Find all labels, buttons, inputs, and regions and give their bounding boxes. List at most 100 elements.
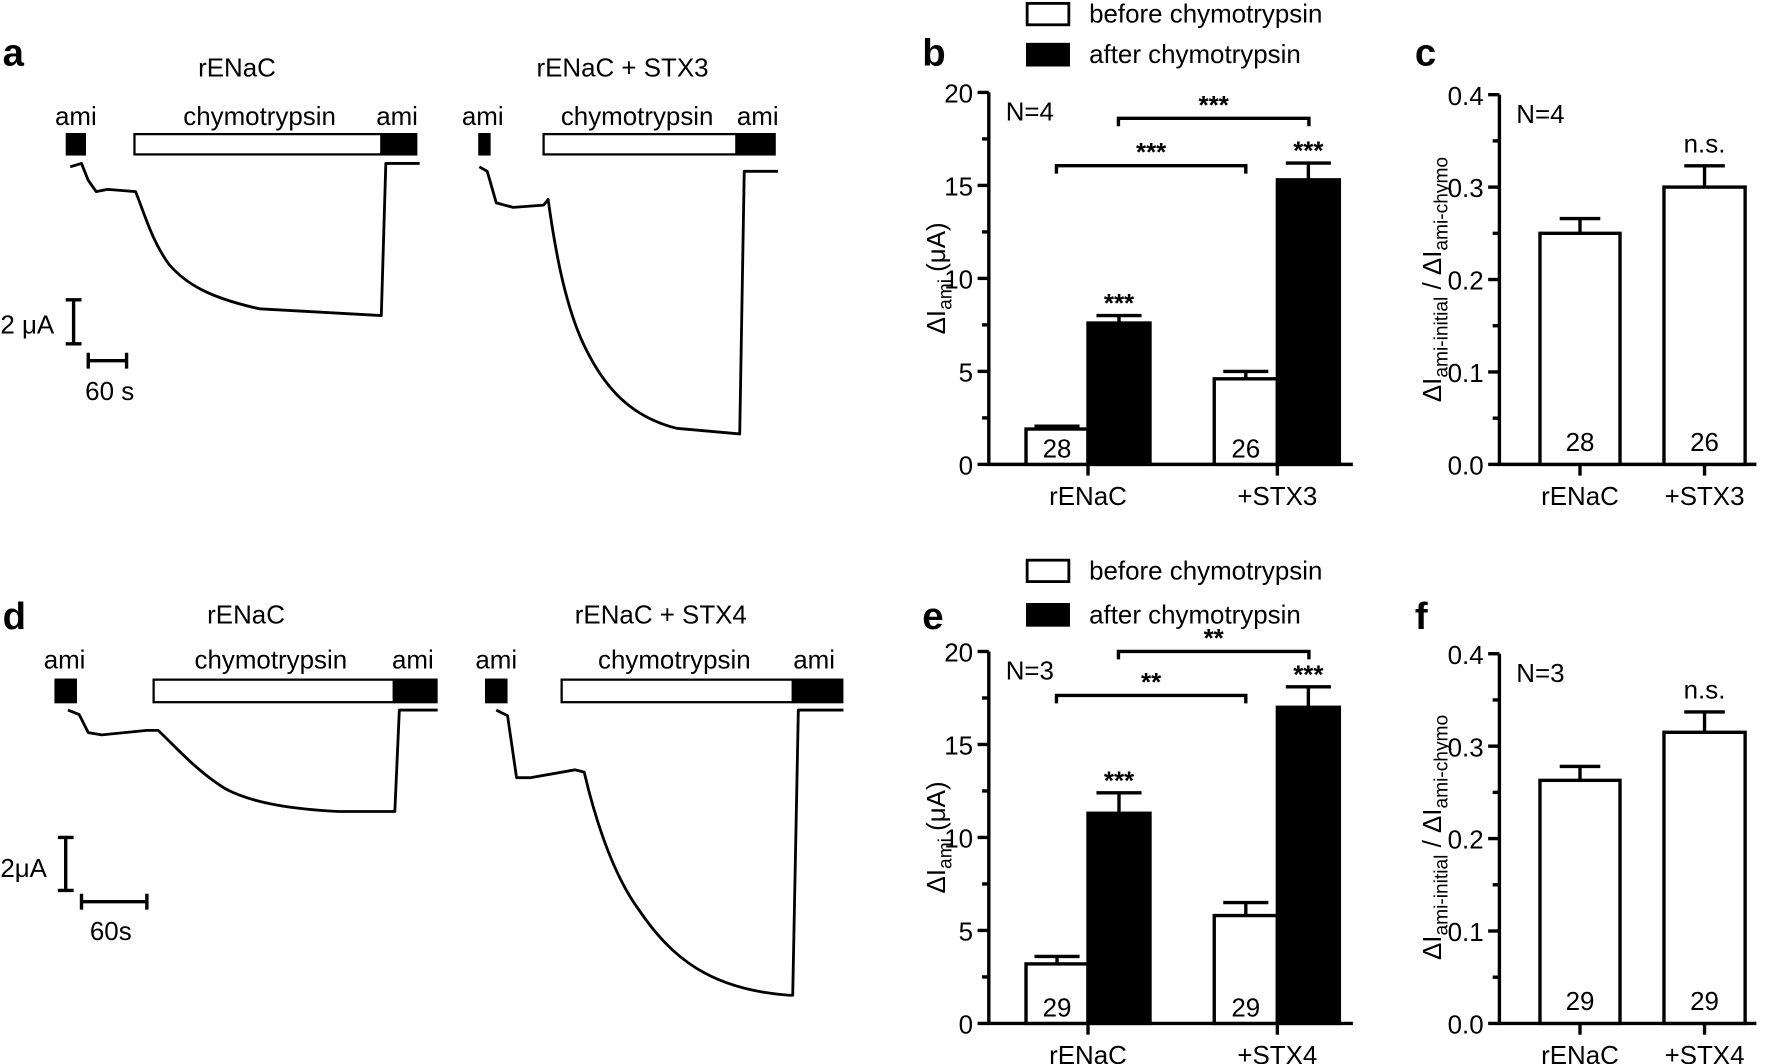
y-tick-label: 20 (944, 640, 973, 668)
ami-label: ami (475, 646, 517, 674)
significance-bracket (1116, 116, 1311, 127)
bracket-stars: *** (1136, 139, 1167, 167)
n-annotation: N=3 (1516, 660, 1564, 688)
n-annotation: N=4 (1006, 99, 1054, 127)
n-annotation: N=4 (1516, 101, 1564, 129)
y-tick-label: 10 (944, 267, 973, 295)
legend-swatch-after (1026, 603, 1070, 627)
ami-application-bar (736, 133, 776, 156)
bracket-stars: *** (1199, 92, 1230, 120)
y-tick-label: 0 (959, 453, 973, 481)
scale-bar-current (65, 298, 82, 346)
trace-panel-a: rENaC ami chymotrypsin ami rENaC + STX3 … (0, 55, 779, 436)
y-tick-label: 0.3 (1448, 734, 1484, 762)
legend-swatch-before (1025, 1, 1071, 27)
current-trace (69, 162, 420, 318)
bar-after (1086, 321, 1152, 467)
ami-label: ami (392, 646, 434, 674)
ami-label: ami (793, 646, 835, 674)
ami-application-bar (393, 678, 438, 704)
panel-letter-e: e (922, 595, 943, 638)
ami-label: ami (462, 103, 504, 131)
significance-bracket (1054, 693, 1248, 704)
n-count: 29 (1043, 995, 1072, 1023)
trace-panel-d: rENaC ami chymotrypsin ami rENaC + STX4 … (0, 601, 844, 997)
legend-label-before: before chymotrypsin (1089, 1, 1322, 29)
n-count: 29 (1690, 988, 1719, 1016)
bracket-stars: ** (1141, 669, 1162, 697)
x-tick-label: rENaC (1049, 483, 1127, 511)
current-trace (67, 708, 438, 813)
trace-title-left: rENaC (207, 601, 285, 629)
panel-letter-c: c (1415, 31, 1436, 74)
bar-before (1024, 427, 1090, 467)
bar (1662, 730, 1747, 1026)
y-tick-label: 0.3 (1448, 175, 1484, 203)
legend-label-after: after chymotrypsin (1089, 41, 1301, 69)
scale-current-label: 2 μA (0, 312, 55, 340)
chymotrypsin-application-bar (133, 133, 383, 156)
y-tick-label: 15 (944, 733, 973, 761)
y-tick-label: 0 (959, 1012, 973, 1040)
y-tick-label: 0.0 (1448, 1012, 1484, 1040)
legend-swatch-after (1026, 42, 1070, 67)
y-tick-label: 5 (959, 919, 973, 947)
y-tick-label: 15 (944, 174, 973, 202)
significance-stars: *** (1104, 767, 1135, 795)
n-count: 26 (1690, 429, 1719, 457)
bar-chart-b: 0 5 10 15 20 ΔIami (μA) N=4 28 *** rENaC 26 *** +STX… (923, 81, 1353, 511)
legend-label-after: after chymotrypsin (1089, 601, 1301, 629)
trace-title-right: rENaC + STX3 (536, 55, 708, 83)
bar-chart-c: 0.0 0.1 0.2 0.3 0.4 ΔIami-initial / ΔIami-chy… (1419, 83, 1757, 511)
current-trace (478, 165, 779, 436)
y-tick-label: 0.2 (1448, 268, 1484, 296)
n-count: 28 (1566, 429, 1595, 457)
n-annotation: N=3 (1006, 658, 1054, 686)
y-tick-label: 0.2 (1448, 827, 1484, 855)
significance-stars: *** (1293, 138, 1324, 166)
x-tick-label: +STX4 (1237, 1042, 1317, 1064)
y-tick-label: 10 (944, 826, 973, 854)
y-tick-label: 5 (959, 360, 973, 388)
y-tick-label: 20 (944, 81, 973, 109)
bracket-stars: ** (1204, 625, 1225, 653)
scale-current-label: 2μA (0, 855, 47, 883)
bar-before (1212, 377, 1280, 467)
significance-stars: *** (1293, 661, 1324, 689)
significance-bracket (1116, 649, 1311, 660)
x-tick-label: +STX3 (1237, 483, 1317, 511)
ami-application-bar (792, 678, 844, 704)
significance-stars: *** (1104, 290, 1135, 318)
significance-label: n.s. (1684, 676, 1726, 704)
ami-label: ami (737, 103, 779, 131)
n-count: 28 (1043, 436, 1072, 464)
significance-bracket (1054, 163, 1248, 174)
scale-bar-time (86, 352, 129, 369)
ami-application-bar (65, 133, 86, 156)
legend-top: before chymotrypsin after chymotrypsin (1025, 1, 1322, 69)
chymotrypsin-label: chymotrypsin (195, 646, 348, 674)
bar-chart-f: 0.0 0.1 0.2 0.3 0.4 ΔIami-initial / ΔIami-chy… (1419, 642, 1757, 1064)
chymotrypsin-label: chymotrypsin (598, 646, 751, 674)
y-axis-label: ΔIami (μA) (923, 781, 957, 893)
ami-application-bar (381, 133, 418, 156)
trace-title-right: rENaC + STX4 (575, 601, 747, 629)
scale-time-label: 60s (90, 918, 132, 946)
scale-bar-current (57, 835, 74, 893)
y-tick-label: 0.4 (1448, 642, 1484, 670)
x-tick-label: rENaC (1049, 1042, 1127, 1064)
ami-label: ami (44, 646, 86, 674)
ami-label: ami (376, 103, 418, 131)
y-axis-label: ΔIami-initial / ΔIami-chymo (1419, 715, 1453, 960)
n-count: 26 (1231, 436, 1260, 464)
chymotrypsin-label: chymotrypsin (183, 103, 336, 131)
y-tick-label: 0.1 (1448, 919, 1484, 947)
y-axis-label: ΔIami-initial / ΔIami-chymo (1419, 157, 1453, 402)
panel-letter-d: d (3, 595, 26, 638)
bar (1662, 185, 1747, 467)
x-tick-label: rENaC (1541, 1042, 1619, 1064)
ami-label: ami (55, 103, 97, 131)
panel-letter-b: b (922, 31, 945, 74)
bar (1538, 231, 1622, 467)
